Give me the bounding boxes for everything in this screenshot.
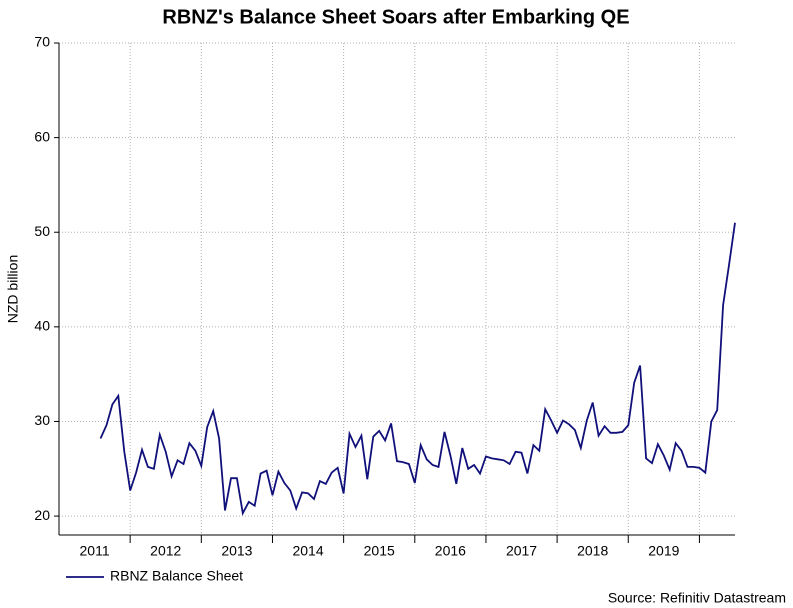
y-tick-label: 70	[34, 34, 50, 50]
x-tick-label: 2015	[364, 543, 395, 559]
x-tick-label: 2014	[292, 543, 323, 559]
x-tick-label: 2013	[221, 543, 252, 559]
y-tick-label: 20	[34, 507, 50, 523]
x-tick-label: 2017	[506, 543, 537, 559]
x-tick-label: 2016	[435, 543, 466, 559]
y-tick-label: 60	[34, 128, 50, 144]
x-tick-label: 2012	[150, 543, 181, 559]
chart-title: RBNZ's Balance Sheet Soars after Embarki…	[162, 6, 629, 28]
source: Source: Refinitiv Datastream	[608, 590, 786, 606]
legend-label: RBNZ Balance Sheet	[110, 568, 243, 584]
x-tick-label: 2019	[648, 543, 679, 559]
y-tick-label: 30	[34, 412, 50, 428]
x-tick-label: 2011	[80, 543, 110, 559]
y-tick-label: 50	[34, 223, 50, 239]
data-line	[99, 222, 736, 516]
x-tick-label: 2018	[577, 543, 608, 559]
y-tick-label: 40	[34, 318, 50, 334]
y-axis-label: NZD billion	[5, 255, 21, 323]
